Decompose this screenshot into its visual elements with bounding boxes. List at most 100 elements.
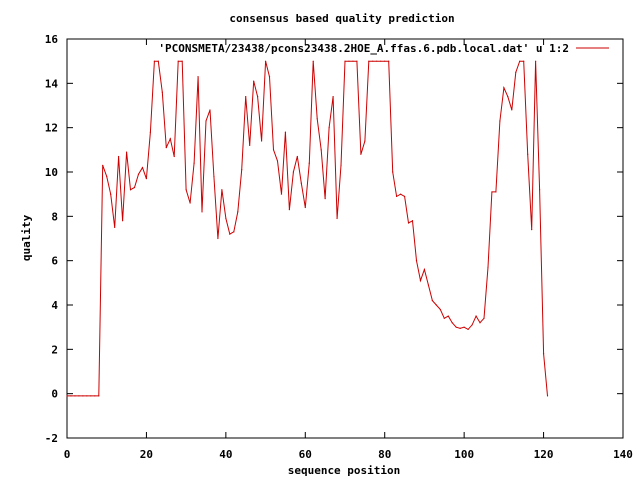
- data-point: [328, 127, 330, 129]
- x-tick-label: 40: [219, 448, 232, 461]
- data-point: [372, 60, 374, 62]
- x-tick-label: 0: [64, 448, 71, 461]
- data-point: [189, 202, 191, 204]
- data-point: [288, 209, 290, 211]
- data-point: [487, 266, 489, 268]
- data-point: [308, 162, 310, 164]
- y-tick-label: 10: [45, 166, 58, 179]
- data-point: [312, 60, 314, 62]
- data-point: [153, 60, 155, 62]
- data-point: [78, 395, 80, 397]
- data-point: [70, 395, 72, 397]
- data-point: [431, 299, 433, 302]
- data-point: [237, 211, 239, 213]
- data-point: [272, 149, 275, 151]
- data-point: [495, 191, 497, 193]
- y-axis: -2 0 2 4 6 8 10 12 14 16: [45, 33, 623, 445]
- data-point: [304, 206, 306, 209]
- data-point: [296, 155, 298, 158]
- data-point: [193, 162, 195, 164]
- y-tick-label: -2: [45, 432, 58, 445]
- data-point: [90, 395, 92, 397]
- data-point: [407, 222, 410, 224]
- data-point: [435, 304, 437, 306]
- data-point: [419, 280, 422, 282]
- data-point: [217, 237, 219, 240]
- data-point: [241, 169, 243, 171]
- data-point: [201, 211, 203, 213]
- data-point: [443, 317, 445, 319]
- data-point: [344, 60, 346, 62]
- legend: 'PCONSMETA/23438/pcons23438.2HOE_A.ffas.…: [158, 42, 609, 55]
- data-point: [86, 395, 88, 397]
- data-point: [106, 175, 108, 178]
- data-point: [213, 175, 215, 178]
- data-point: [364, 140, 366, 142]
- data-point: [177, 60, 179, 62]
- data-point: [264, 60, 267, 62]
- y-tick-label: 4: [51, 299, 58, 312]
- data-point: [531, 229, 533, 231]
- plot-frame: [66, 38, 624, 439]
- data-point: [376, 60, 378, 62]
- data-point: [261, 140, 263, 142]
- data-point: [225, 217, 227, 220]
- data-point: [542, 353, 545, 355]
- data-point: [221, 189, 223, 191]
- data-point: [157, 60, 159, 62]
- data-point: [133, 186, 136, 189]
- data-point: [535, 60, 537, 62]
- y-tick-label: 14: [45, 77, 59, 90]
- data-point: [110, 193, 112, 195]
- data-point: [245, 96, 247, 98]
- x-tick-label: 120: [534, 448, 554, 461]
- data-point: [515, 71, 517, 73]
- data-point: [114, 226, 116, 229]
- data-point: [316, 118, 318, 120]
- data-point: [332, 96, 334, 98]
- y-tick-label: 16: [45, 33, 59, 46]
- data-point: [284, 131, 287, 133]
- y-axis-label: quality: [20, 214, 33, 261]
- data-point: [503, 87, 505, 89]
- data-point: [463, 326, 465, 328]
- data-point: [539, 189, 541, 191]
- data-point: [348, 60, 350, 62]
- data-point: [384, 60, 386, 62]
- data-point: [475, 315, 477, 317]
- data-point: [467, 328, 469, 330]
- legend-label: 'PCONSMETA/23438/pcons23438.2HOE_A.ffas.…: [158, 42, 569, 55]
- x-tick-label: 140: [613, 448, 633, 461]
- data-point: [169, 138, 171, 140]
- data-point: [205, 120, 207, 122]
- data-point: [197, 76, 199, 78]
- data-point: [229, 233, 231, 235]
- data-point: [102, 164, 104, 166]
- y-tick-label: 0: [51, 388, 58, 401]
- data-point: [300, 182, 302, 184]
- data-point: [129, 189, 132, 191]
- data-point: [98, 395, 100, 397]
- data-point: [411, 220, 414, 222]
- data-point: [340, 164, 342, 166]
- chart-title: consensus based quality prediction: [229, 12, 454, 25]
- data-point: [392, 171, 394, 173]
- data-point: [94, 395, 96, 397]
- data-point: [447, 315, 449, 317]
- data-point: [165, 147, 167, 149]
- data-point: [324, 198, 326, 200]
- data-point: [527, 153, 529, 155]
- x-axis-label: sequence position: [288, 464, 401, 477]
- data-point: [396, 195, 398, 197]
- data-point: [181, 60, 183, 62]
- data-point: [388, 60, 390, 62]
- y-tick-label: 12: [45, 122, 58, 135]
- data-point: [137, 173, 140, 175]
- data-point: [185, 189, 187, 191]
- x-tick-label: 60: [299, 448, 312, 461]
- data-point: [233, 231, 235, 233]
- data-point: [368, 60, 370, 62]
- data-point: [320, 149, 322, 151]
- x-tick-label: 80: [378, 448, 391, 461]
